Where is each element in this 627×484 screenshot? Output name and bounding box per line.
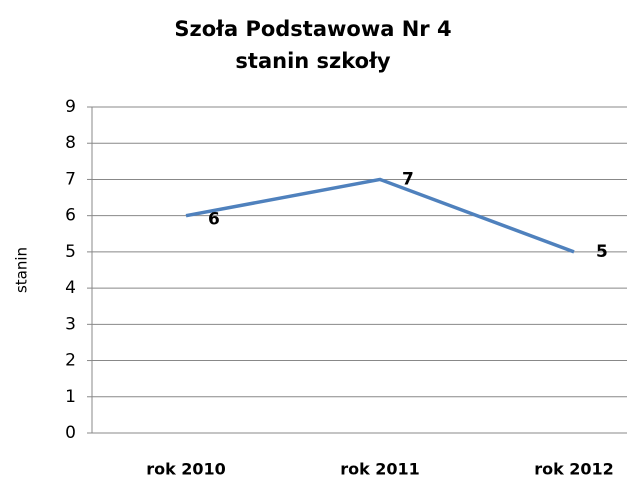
- y-tick-label: 6: [65, 206, 76, 226]
- chart-title: Szoła Podstawowa Nr 4: [174, 17, 451, 41]
- line-series: [185, 177, 575, 254]
- y-tick-label: 5: [65, 242, 76, 262]
- data-label: 6: [208, 210, 220, 230]
- y-tick-label: 9: [65, 97, 76, 117]
- y-tick-label: 3: [65, 314, 76, 334]
- x-tick-label: rok 2011: [340, 460, 420, 479]
- chart-title: stanin szkoły: [235, 49, 390, 73]
- y-axis-label: stanin: [13, 247, 31, 293]
- data-label: 5: [596, 242, 608, 262]
- y-tick-label: 8: [65, 133, 76, 153]
- y-tick-label: 0: [65, 423, 76, 443]
- y-tick-label: 2: [65, 351, 76, 371]
- x-tick-label: rok 2012: [534, 460, 614, 479]
- data-label: 7: [402, 169, 414, 189]
- y-tick-label: 7: [65, 169, 76, 189]
- y-tick-label: 4: [65, 278, 76, 298]
- x-tick-label: rok 2010: [146, 460, 226, 479]
- y-tick-label: 1: [65, 387, 76, 407]
